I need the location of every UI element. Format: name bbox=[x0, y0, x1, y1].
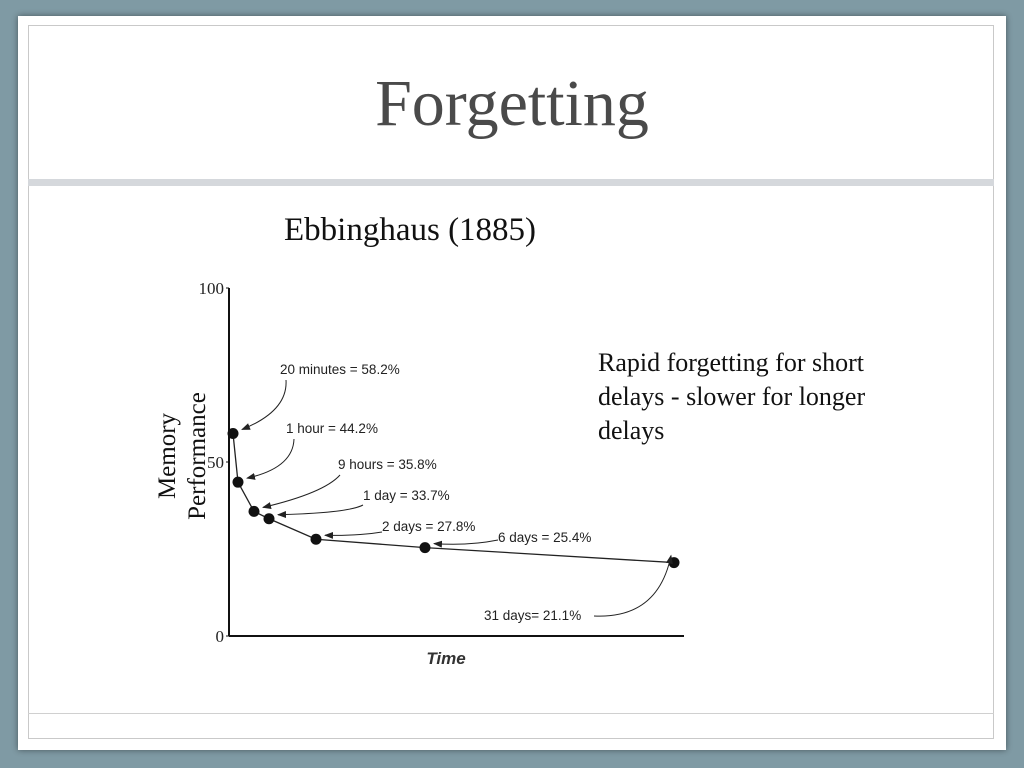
forgetting-curve-chart: Time Memory Performance 0 50 100 20 minute… bbox=[154, 279, 684, 668]
data-label: 31 days= 21.1% bbox=[484, 608, 581, 623]
data-label: 2 days = 27.8% bbox=[382, 519, 475, 534]
data-label: 6 days = 25.4% bbox=[498, 530, 591, 545]
data-point bbox=[419, 542, 431, 554]
callout-arrow bbox=[324, 531, 383, 539]
data-label: 9 hours = 35.8% bbox=[338, 457, 437, 472]
footer-line bbox=[28, 713, 994, 714]
callout-arrow bbox=[246, 438, 295, 480]
y-axis-label-line-1: Memory bbox=[154, 412, 181, 499]
data-label: 1 hour = 44.2% bbox=[286, 421, 378, 436]
y-tick-label: 0 bbox=[216, 627, 225, 646]
data-point bbox=[263, 513, 275, 525]
y-tick-label: 50 bbox=[207, 453, 224, 472]
x-axis-label: Time bbox=[426, 649, 465, 668]
y-axis-label: Memory Performance bbox=[154, 392, 211, 520]
data-label: 20 minutes = 58.2% bbox=[280, 362, 400, 377]
callout-arrow bbox=[241, 379, 287, 430]
chart-axes bbox=[228, 288, 684, 637]
slide-frame bbox=[28, 25, 994, 739]
data-point bbox=[310, 533, 322, 545]
slide-title: Forgetting bbox=[375, 67, 649, 140]
y-axis-label-line-2: Performance bbox=[184, 392, 211, 520]
callout-arrow bbox=[262, 474, 341, 509]
chart-subtitle: Ebbinghaus (1885) bbox=[284, 212, 537, 248]
data-label: 1 day = 33.7% bbox=[363, 488, 450, 503]
y-tick-label: 100 bbox=[199, 279, 225, 298]
callout-arrow bbox=[277, 504, 364, 519]
data-point bbox=[232, 476, 244, 488]
data-point bbox=[227, 427, 239, 439]
title-divider bbox=[28, 179, 994, 186]
data-point bbox=[248, 505, 260, 517]
slide: Forgetting Ebbinghaus (1885) Rapid forge… bbox=[18, 16, 1006, 750]
callout-arrow bbox=[593, 554, 673, 617]
callout-arrow bbox=[433, 539, 499, 548]
annotation-note: Rapid forgetting for short delays - slow… bbox=[598, 348, 866, 445]
forgetting-curve-line bbox=[232, 433, 675, 564]
